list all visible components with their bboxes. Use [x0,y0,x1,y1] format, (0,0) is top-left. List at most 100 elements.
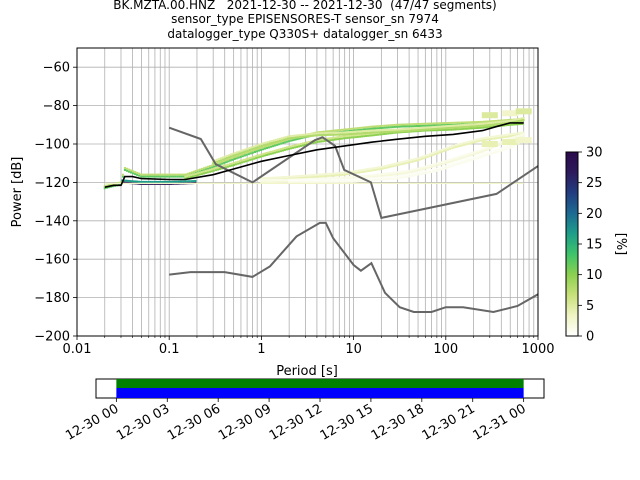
histogram-cell [247,151,250,154]
histogram-cell [501,136,504,139]
histogram-cell [432,122,435,125]
histogram-cell [430,152,433,155]
coverage-bar-blue [116,388,524,398]
histogram-cell [366,131,369,134]
histogram-cell [491,135,494,138]
histogram-cell [308,141,311,143]
histogram-cell [454,162,457,164]
histogram-cell [329,133,332,136]
histogram-cell [390,128,393,131]
histogram-cell [392,171,395,174]
histogram-cell [497,119,500,122]
mode-curve [104,122,524,188]
histogram-cell [216,168,219,171]
histogram-cell [170,175,173,178]
histogram-cell [407,173,410,176]
histogram-cell [205,168,208,171]
histogram-cell [348,131,351,134]
histogram-cell [274,142,277,145]
histogram-cell [430,122,433,125]
histogram-cell [483,136,486,139]
histogram-cell [313,134,316,137]
histogram-cell [329,174,332,177]
histogram-cell [327,172,330,175]
histogram-cell [326,178,329,181]
histogram-cell [522,119,525,121]
histogram-cell [280,176,283,179]
histogram-cell [212,162,215,165]
histogram-cell [206,171,209,174]
histogram-cell [256,144,259,147]
histogram-cell [305,135,308,138]
histogram-cell [275,151,278,154]
histogram-cell [249,156,252,159]
histogram-cell [238,152,241,155]
histogram-cell [438,161,441,164]
histogram-cell [497,134,500,137]
histogram-cell [422,157,425,160]
histogram-cell [160,175,163,178]
histogram-cell [470,156,473,159]
histogram-cell [488,151,492,154]
histogram-cell [229,165,232,168]
histogram-cell [457,143,460,146]
histogram-cell [467,153,470,156]
histogram-cell [408,169,411,172]
histogram-cell [388,128,391,131]
histogram-cell [456,128,459,131]
histogram-cell [377,168,381,171]
histogram-cell [491,120,494,123]
histogram-cell [414,168,417,171]
histogram-cell [216,160,219,163]
histogram-cell [234,151,237,154]
histogram-cell [472,127,475,130]
histogram-cell [218,159,221,162]
histogram-cell [381,133,384,136]
histogram-cell [152,175,155,178]
histogram-cell [337,174,340,177]
histogram-cell [301,133,304,136]
histogram-cell [419,173,423,175]
histogram-cell [378,131,381,134]
histogram-cell [352,130,355,133]
histogram-cell [313,176,316,178]
histogram-cell [343,173,346,176]
histogram-cell [361,126,364,129]
histogram-cell [320,178,323,181]
histogram-cell [272,176,275,179]
histogram-cell [304,181,307,184]
ppsd-plot-area [77,48,538,336]
histogram-cell [380,129,383,132]
histogram-cell [493,120,496,122]
histogram-cell [398,171,401,173]
histogram-cell [188,174,191,177]
histogram-cell [362,135,365,138]
histogram-cell [372,129,375,132]
histogram-cell [357,178,360,181]
histogram-cell [107,184,110,187]
histogram-cell [335,176,338,179]
histogram-cell [365,174,368,177]
histogram-cell [197,169,200,172]
histogram-cell [341,131,345,134]
histogram-cell [436,124,439,127]
histogram-cell [400,172,403,175]
histogram-cell [392,165,395,168]
histogram-cell [459,155,462,158]
histogram-cell [518,119,521,122]
histogram-cell [399,174,402,177]
histogram-cell [479,124,482,127]
histogram-cell [433,126,436,128]
histogram-cell [406,159,409,162]
histogram-cell [245,160,248,163]
colorbar-label: [%] [613,233,628,256]
histogram-cell [455,146,458,148]
histogram-cell [475,140,478,143]
histogram-cell [290,175,293,178]
histogram-cell [499,148,502,150]
histogram-cell [325,177,328,180]
histogram-cell [223,159,226,162]
histogram-cell [265,152,268,154]
histogram-cell [475,123,478,126]
histogram-cell [399,123,402,126]
